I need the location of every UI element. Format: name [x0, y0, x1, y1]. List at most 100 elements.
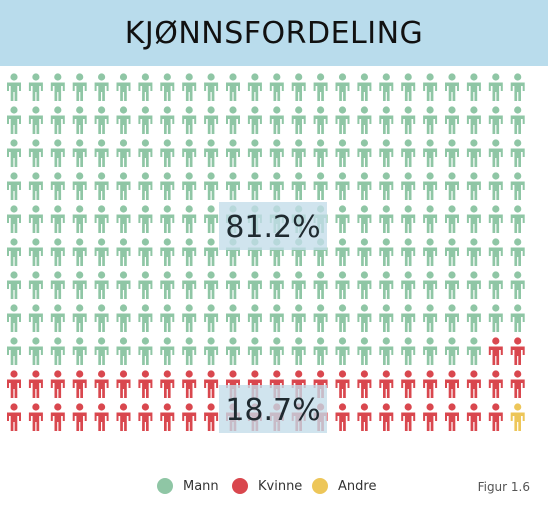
- person-icon-kvinne: [204, 403, 219, 431]
- person-icon-kvinne: [510, 337, 525, 365]
- person-icon-mann: [50, 205, 65, 233]
- person-icon-mann: [28, 106, 43, 134]
- person-icon-mann: [401, 304, 416, 332]
- person-icon-mann: [488, 106, 503, 134]
- person-icon-mann: [182, 304, 197, 332]
- person-icon-mann: [335, 139, 350, 167]
- person-icon-kvinne: [335, 370, 350, 398]
- person-icon-mann: [226, 139, 240, 167]
- person-icon-mann: [379, 106, 394, 134]
- person-icon-mann: [116, 271, 131, 299]
- person-icon-mann: [247, 271, 262, 299]
- person-icon-mann: [7, 205, 21, 233]
- legend-swatch-kvinne: [232, 478, 248, 494]
- person-icon-kvinne: [116, 370, 131, 398]
- person-icon-mann: [160, 304, 175, 332]
- person-icon-mann: [445, 205, 459, 233]
- person-icon-kvinne: [94, 403, 109, 431]
- person-icon-mann: [313, 337, 328, 365]
- person-icon-mann: [72, 139, 87, 167]
- person-icon-mann: [247, 139, 262, 167]
- person-icon-mann: [94, 337, 109, 365]
- person-icon-mann: [204, 106, 219, 134]
- person-icon-mann: [247, 73, 262, 101]
- person-icon-mann: [313, 304, 328, 332]
- person-icon-mann: [138, 205, 153, 233]
- person-icon-mann: [357, 73, 372, 101]
- person-icon-kvinne: [160, 370, 175, 398]
- person-icon-mann: [204, 337, 219, 365]
- legend-swatch-andre: [312, 478, 328, 494]
- person-icon-mann: [50, 139, 65, 167]
- person-icon-kvinne: [488, 370, 503, 398]
- person-icon-mann: [379, 73, 394, 101]
- person-icon-mann: [138, 271, 153, 299]
- person-icon-mann: [291, 304, 306, 332]
- person-icon-mann: [182, 337, 197, 365]
- person-icon-mann: [291, 73, 306, 101]
- person-icon-mann: [269, 337, 284, 365]
- person-icon-mann: [72, 337, 87, 365]
- person-icon-kvinne: [72, 403, 87, 431]
- person-icon-mann: [379, 205, 394, 233]
- person-icon-kvinne: [488, 337, 503, 365]
- person-icon-mann: [269, 139, 284, 167]
- person-icon-mann: [335, 238, 350, 266]
- person-icon-mann: [401, 271, 416, 299]
- person-icon-kvinne: [379, 370, 394, 398]
- person-icon-mann: [423, 304, 438, 332]
- person-icon-mann: [7, 304, 21, 332]
- person-icon-mann: [226, 106, 240, 134]
- person-icon-mann: [160, 337, 175, 365]
- figure-label: Figur 1.6: [477, 480, 530, 494]
- person-icon-mann: [291, 106, 306, 134]
- person-icon-mann: [160, 205, 175, 233]
- person-icon-mann: [466, 205, 481, 233]
- person-icon-mann: [182, 139, 197, 167]
- person-icon-mann: [445, 238, 459, 266]
- person-icon-mann: [160, 139, 175, 167]
- person-icon-mann: [357, 337, 372, 365]
- person-icon-kvinne: [28, 403, 43, 431]
- person-icon-kvinne: [116, 403, 131, 431]
- person-icon-mann: [94, 304, 109, 332]
- person-icon-mann: [72, 238, 87, 266]
- person-icon-mann: [50, 271, 65, 299]
- person-icon-mann: [94, 73, 109, 101]
- person-icon-mann: [50, 337, 65, 365]
- person-icon-mann: [72, 73, 87, 101]
- person-icon-mann: [160, 73, 175, 101]
- chart-title: KJØNNSFORDELING: [124, 15, 424, 51]
- person-icon-mann: [116, 106, 131, 134]
- person-icon-mann: [423, 172, 438, 200]
- person-icon-mann: [445, 73, 459, 101]
- person-icon-mann: [116, 73, 131, 101]
- legend-label-kvinne: Kvinne: [258, 478, 303, 494]
- person-icon-mann: [7, 337, 21, 365]
- person-icon-mann: [247, 337, 262, 365]
- person-icon-mann: [182, 205, 197, 233]
- person-icon-kvinne: [138, 403, 153, 431]
- person-icon-mann: [138, 238, 153, 266]
- person-icon-mann: [28, 73, 43, 101]
- person-icon-mann: [7, 139, 21, 167]
- person-icon-mann: [445, 304, 459, 332]
- percent-label-bg-mann: [219, 202, 327, 250]
- person-icon-mann: [401, 337, 416, 365]
- person-icon-mann: [116, 205, 131, 233]
- person-icon-mann: [269, 271, 284, 299]
- person-icon-mann: [379, 238, 394, 266]
- legend: Mann Kvinne Andre: [0, 478, 548, 500]
- person-icon-mann: [313, 271, 328, 299]
- person-icon-mann: [226, 271, 240, 299]
- person-icon-mann: [466, 106, 481, 134]
- person-icon-mann: [269, 172, 284, 200]
- person-icon-mann: [138, 73, 153, 101]
- person-icon-kvinne: [204, 370, 219, 398]
- person-icon-mann: [445, 172, 459, 200]
- person-icon-mann: [357, 304, 372, 332]
- person-icon-kvinne: [488, 403, 503, 431]
- person-icon-mann: [357, 106, 372, 134]
- person-icon-mann: [182, 106, 197, 134]
- person-icon-mann: [488, 271, 503, 299]
